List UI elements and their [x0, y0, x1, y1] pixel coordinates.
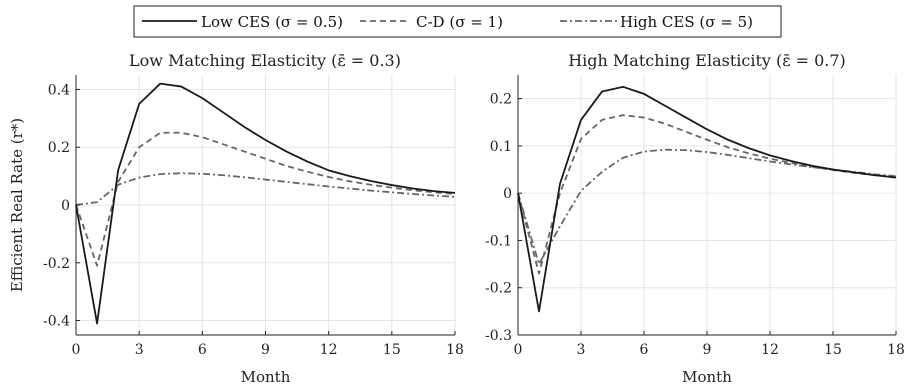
legend-label: C-D (σ = 1) [416, 13, 503, 31]
legend: Low CES (σ = 0.5) C-D (σ = 1) High CES (σ … [133, 5, 782, 38]
panel-title: Low Matching Elasticity (ε̄ = 0.3) [129, 51, 401, 70]
y-tick-label: -0.2 [43, 256, 70, 272]
y-tick-label: 0.2 [48, 140, 70, 156]
y-tick-label: -0.4 [43, 314, 70, 330]
y-tick-label: -0.3 [485, 328, 512, 344]
x-axis-label: Month [241, 368, 291, 385]
x-tick-label: 0 [514, 342, 523, 358]
x-tick-label: 3 [135, 342, 144, 358]
y-tick-label: 0.2 [490, 92, 512, 108]
series-line-high-ces [75, 172, 456, 206]
x-tick-label: 9 [261, 342, 270, 358]
series-line-cobb-douglas [75, 131, 456, 267]
y-tick-label: 0 [61, 198, 70, 214]
x-tick-label: 0 [72, 342, 81, 358]
legend-box [133, 5, 782, 38]
panel-high-matching-elasticity: 0 3 6 9 12 15 18 -0.3 -0.2 -0.1 0 0.1 0.2 High Matchi… [485, 51, 905, 385]
panel-title: High Matching Elasticity (ε̄ = 0.7) [568, 51, 846, 70]
x-tick-label: 9 [703, 342, 712, 358]
x-tick-label: 12 [320, 342, 338, 358]
x-tick-label: 15 [383, 342, 401, 358]
x-tick-label: 15 [824, 342, 842, 358]
series-line-low-ces [517, 85, 897, 313]
x-tick-label: 18 [887, 342, 905, 358]
x-tick-label: 12 [761, 342, 779, 358]
series-line-low-ces [75, 82, 456, 325]
y-tick-label: 0 [503, 186, 512, 202]
x-tick-label: 18 [446, 342, 464, 358]
y-tick-label: 0.4 [48, 82, 70, 98]
x-tick-label: 6 [640, 342, 649, 358]
legend-label: Low CES (σ = 0.5) [201, 13, 343, 31]
y-tick-label: -0.2 [485, 281, 512, 297]
y-axis-label: Efficient Real Rate (r*) [8, 118, 26, 292]
x-tick-label: 3 [577, 342, 586, 358]
y-tick-label: -0.1 [485, 233, 512, 249]
legend-label: High CES (σ = 5) [620, 13, 753, 31]
panel-low-matching-elasticity: 0 3 6 9 12 15 18 -0.4 -0.2 0 0.2 0.4 Low Matching El… [8, 51, 464, 385]
x-axis-label: Month [682, 368, 732, 385]
y-tick-label: 0.1 [490, 139, 512, 155]
x-tick-label: 6 [198, 342, 207, 358]
